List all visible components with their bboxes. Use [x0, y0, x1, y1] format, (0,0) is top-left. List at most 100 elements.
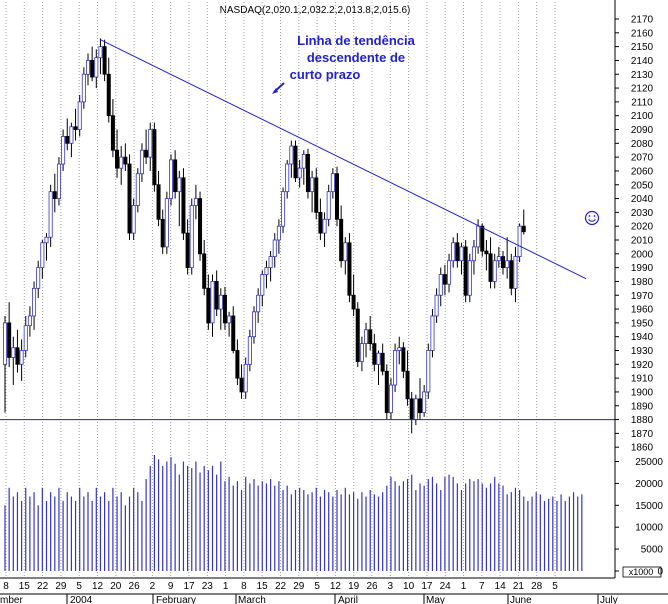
candle-body — [73, 126, 78, 130]
x-tick-label: 7 — [479, 581, 485, 592]
x-tick-label: 15 — [19, 581, 31, 592]
month-label: February — [156, 595, 196, 604]
x-tick-label: 5 — [314, 581, 320, 592]
x-tick-label: 12 — [330, 581, 342, 592]
candle-body — [430, 315, 435, 351]
candle-body — [521, 225, 526, 233]
price-tick-label: 1950 — [631, 318, 654, 329]
candle-body — [243, 363, 248, 393]
volume-bars — [4, 454, 583, 571]
candle-body — [359, 343, 364, 362]
candle-body — [426, 350, 431, 393]
x-tick-label: 26 — [366, 581, 378, 592]
candle-body — [44, 236, 49, 244]
candle-body — [318, 211, 323, 234]
volume-tick-label: 5000 — [641, 545, 664, 556]
price-tick-label: 2110 — [631, 97, 653, 108]
price-tick-label: 1960 — [631, 305, 654, 316]
candle-body — [173, 159, 178, 193]
candle-body — [397, 347, 402, 351]
price-tick-label: 1910 — [631, 374, 654, 385]
candle-body — [480, 225, 485, 252]
candle-body — [401, 347, 406, 372]
price-tick-label: 2140 — [631, 56, 654, 67]
candle-body — [355, 308, 360, 362]
price-tick-label: 1890 — [631, 401, 654, 412]
overlay-lines — [0, 39, 615, 421]
price-tick-label: 2090 — [631, 125, 654, 136]
candle-body — [281, 191, 286, 227]
candle-body — [247, 336, 252, 365]
candle-body — [384, 370, 389, 414]
annotation-line-1: Linha de tendência — [297, 33, 416, 48]
candle-body — [168, 159, 173, 199]
candle-body — [413, 398, 418, 420]
candle-body — [422, 391, 427, 414]
candle-body — [160, 218, 165, 248]
volume-tick-label: 25000 — [635, 457, 663, 468]
candle-body — [139, 149, 144, 175]
candle-body — [52, 191, 57, 199]
candle-body — [517, 225, 522, 257]
annotation-line-3: curto prazo — [290, 67, 361, 82]
candle-body — [364, 329, 369, 344]
candle-body — [264, 267, 269, 275]
month-label: April — [338, 595, 358, 604]
annotation-line-2: descendente de — [307, 50, 405, 65]
candle-body — [434, 294, 439, 317]
candle-body — [467, 260, 472, 296]
price-tick-label: 2170 — [631, 15, 654, 26]
candle-body — [231, 315, 236, 351]
candle-body — [492, 260, 497, 282]
candle-body — [27, 315, 32, 327]
candle-body — [476, 225, 481, 248]
x-tick-label: 12 — [92, 581, 104, 592]
x-tick-label: 15 — [257, 581, 269, 592]
x-tick-label: 2 — [150, 581, 156, 592]
candle-body — [15, 347, 20, 365]
volume-tick-label: 10000 — [635, 523, 663, 534]
candle-body — [339, 218, 344, 262]
candle-body — [193, 198, 198, 206]
candle-body — [98, 46, 103, 59]
candle-body — [115, 149, 120, 169]
x-tick-label: 24 — [440, 581, 452, 592]
annotation: Linha de tendência descendente de curto … — [272, 33, 600, 226]
x-tick-label: 26 — [129, 581, 141, 592]
candle-body — [86, 60, 91, 75]
price-tick-label: 1920 — [631, 360, 654, 371]
price-tick-label: 2150 — [631, 42, 654, 53]
price-tick-label: 2120 — [631, 84, 654, 95]
price-tick-label: 1970 — [631, 291, 654, 302]
candle-body — [3, 322, 8, 365]
candle-body — [227, 315, 232, 324]
price-candles — [3, 38, 526, 434]
x-tick-label: 5 — [552, 581, 558, 592]
x-tick-label: 23 — [202, 581, 214, 592]
candle-body — [206, 287, 211, 324]
candle-body — [500, 256, 505, 269]
candle-body — [152, 129, 157, 186]
candle-body — [135, 173, 140, 206]
candle-body — [61, 136, 66, 165]
candle-body — [198, 198, 203, 255]
candle-body — [405, 370, 410, 400]
candle-body — [388, 384, 393, 414]
candle-body — [36, 267, 41, 289]
candle-body — [442, 274, 447, 285]
candle-body — [40, 242, 45, 269]
x-tick-label: 9 — [168, 581, 174, 592]
x-tick-label: 21 — [513, 581, 525, 592]
candle-body — [7, 322, 12, 358]
price-tick-label: 2070 — [631, 153, 654, 164]
smiley-icon — [584, 210, 600, 226]
price-tick-label: 2060 — [631, 166, 654, 177]
candle-body — [32, 287, 37, 317]
candle-body — [463, 246, 468, 296]
candle-body — [81, 73, 86, 103]
candle-body — [210, 281, 215, 324]
candle-body — [451, 242, 456, 262]
candle-body — [289, 145, 294, 165]
